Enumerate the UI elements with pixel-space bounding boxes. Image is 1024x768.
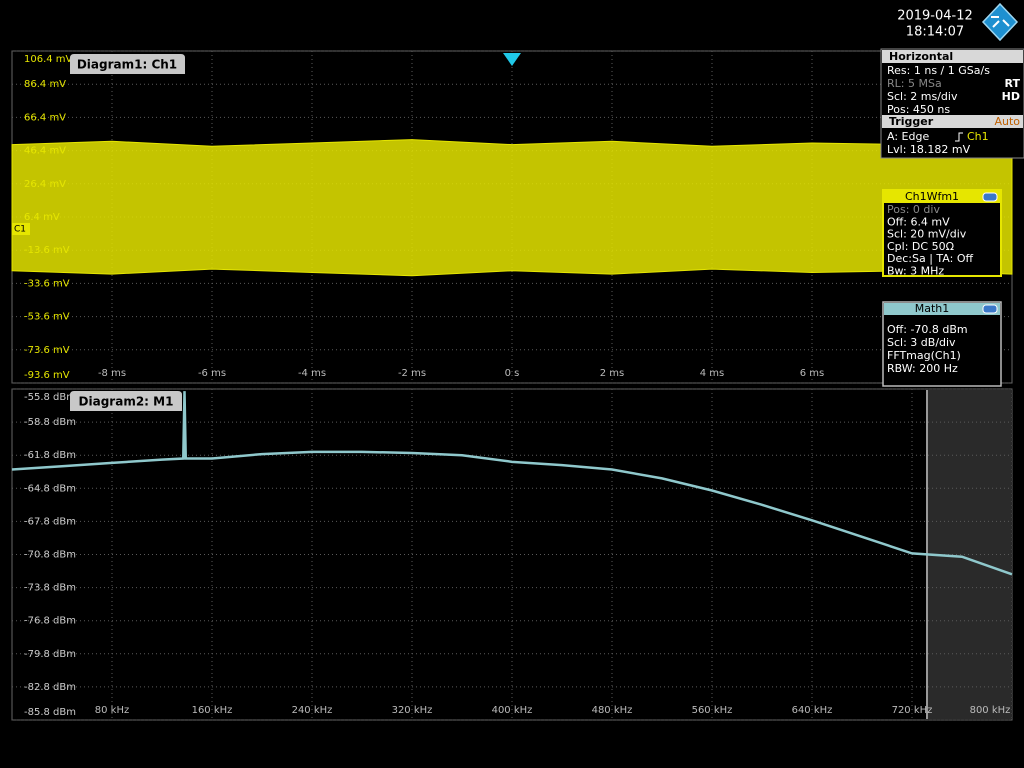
y-tick-label: -61.8 dBm xyxy=(24,450,76,461)
scale: Scl: 2 ms/div xyxy=(887,90,958,103)
y-tick-label: -85.8 dBm xyxy=(24,707,76,718)
ch1-setting: Pos: 0 div xyxy=(887,203,940,216)
trigger-source: Ch1 xyxy=(967,130,989,143)
tick-labels: 106.4 mV 86.4 mV 66.4 mV 46.4 mV 26.4 mV 6.4 … xyxy=(24,54,824,381)
x-tick-label: 640 kHz xyxy=(792,705,833,716)
x-tick-label: -6 ms xyxy=(198,368,226,379)
x-tick-label: 560 kHz xyxy=(692,705,733,716)
y-tick-label: -70.8 dBm xyxy=(24,550,76,561)
math-setting: FFTmag(Ch1) xyxy=(887,349,961,362)
math-setting: Off: -70.8 dBm xyxy=(887,323,968,336)
horizontal-panel[interactable]: Horizontal Res: 1 ns / 1 GSa/s RL: 5 MSa… xyxy=(880,48,1024,159)
x-tick-label: -8 ms xyxy=(98,368,126,379)
ch1-setting: Bw: 3 MHz xyxy=(887,265,944,278)
x-tick-label: 80 kHz xyxy=(95,705,129,716)
hd: HD xyxy=(1002,90,1020,103)
diagram-1: 106.4 mV 86.4 mV 66.4 mV 46.4 mV 26.4 mV 6.4 … xyxy=(11,50,1013,384)
y-tick-label: -73.6 mV xyxy=(24,345,70,356)
logo xyxy=(981,2,1019,42)
time: 18:14:07 xyxy=(906,25,964,40)
trigger-edge: A: Edge xyxy=(887,130,929,143)
x-tick-label: 6 ms xyxy=(800,368,825,379)
diagram2-tab[interactable]: Diagram2: M1 xyxy=(70,391,182,411)
x-tick-label: -4 ms xyxy=(298,368,326,379)
horizontal-title: Horizontal xyxy=(889,50,953,63)
y-tick-label: -73.8 dBm xyxy=(24,583,76,594)
ch1-setting: Dec:Sa | TA: Off xyxy=(887,252,973,265)
plots: 106.4 mV 86.4 mV 66.4 mV 46.4 mV 26.4 mV 6.4 … xyxy=(11,50,1013,721)
ch1-setting: Cpl: DC 50Ω xyxy=(887,240,954,253)
position: Pos: 450 ns xyxy=(887,103,950,116)
y-tick-label: -64.8 dBm xyxy=(24,483,76,494)
res: Res: 1 ns / 1 GSa/s xyxy=(887,64,990,77)
x-tick-label: 720 kHz xyxy=(892,705,933,716)
diagram1-tab[interactable]: Diagram1: Ch1 xyxy=(70,54,185,74)
ch1-title: Ch1Wfm1 xyxy=(905,190,959,203)
ch1-setting: Scl: 20 mV/div xyxy=(887,228,967,241)
trigger-level: Lvl: 18.182 mV xyxy=(887,143,971,156)
trigger-position-marker[interactable] xyxy=(503,53,521,66)
diagram-2: -55.8 dBm -58.8 dBm -61.8 dBm -64.8 dBm -67.… xyxy=(11,388,1013,721)
x-tick-label: 4 ms xyxy=(700,368,725,379)
y-tick-label: 66.4 mV xyxy=(24,112,66,123)
record-length: RL: 5 MSa xyxy=(887,77,942,90)
x-tick-label: 400 kHz xyxy=(492,705,533,716)
diagram1-title: Diagram1: Ch1 xyxy=(77,58,177,72)
y-tick-label: 106.4 mV xyxy=(24,54,73,65)
y-tick-label: 6.4 mV xyxy=(24,212,60,223)
y-tick-label: 46.4 mV xyxy=(24,146,66,157)
y-tick-label: -13.6 mV xyxy=(24,245,70,256)
waveform-envelope xyxy=(11,139,1013,277)
trigger-mode: Auto xyxy=(994,115,1020,128)
x-tick-label: 2 ms xyxy=(600,368,625,379)
x-tick-label: 0 s xyxy=(505,368,520,379)
tick-labels: -55.8 dBm -58.8 dBm -61.8 dBm -64.8 dBm -67.… xyxy=(24,392,1010,718)
x-tick-label: -2 ms xyxy=(398,368,426,379)
y-tick-label: -93.6 mV xyxy=(24,370,70,381)
y-tick-label: -82.8 dBm xyxy=(24,682,76,693)
edge-icon xyxy=(955,132,963,142)
math-title: Math1 xyxy=(915,302,950,315)
y-tick-label: -33.6 mV xyxy=(24,278,70,289)
diagram2-title: Diagram2: M1 xyxy=(79,395,174,409)
trigger-title: Trigger xyxy=(889,115,934,128)
y-tick-label: -67.8 dBm xyxy=(24,516,76,527)
channel-marker[interactable]: C1 xyxy=(12,223,30,235)
math-setting: RBW: 200 Hz xyxy=(887,362,958,375)
x-tick-label: 240 kHz xyxy=(292,705,333,716)
y-tick-label: -58.8 dBm xyxy=(24,417,76,428)
y-tick-label: -55.8 dBm xyxy=(24,392,76,403)
ch1-setting: Off: 6.4 mV xyxy=(887,215,950,228)
y-tick-label: 26.4 mV xyxy=(24,179,66,190)
channel-marker-label: C1 xyxy=(14,225,26,235)
date: 2019-04-12 xyxy=(897,9,973,24)
y-tick-label: -76.8 dBm xyxy=(24,616,76,627)
x-tick-label: 160 kHz xyxy=(192,705,233,716)
y-tick-label: 86.4 mV xyxy=(24,79,66,90)
y-tick-label: -53.6 mV xyxy=(24,312,70,323)
spectrum-trace xyxy=(11,391,1013,576)
x-tick-label: 320 kHz xyxy=(392,705,433,716)
y-tick-label: -79.8 dBm xyxy=(24,649,76,660)
x-tick-label: 800 kHz xyxy=(970,705,1011,716)
rt: RT xyxy=(1005,77,1021,90)
math-setting: Scl: 3 dB/div xyxy=(887,336,956,349)
x-tick-label: 480 kHz xyxy=(592,705,633,716)
